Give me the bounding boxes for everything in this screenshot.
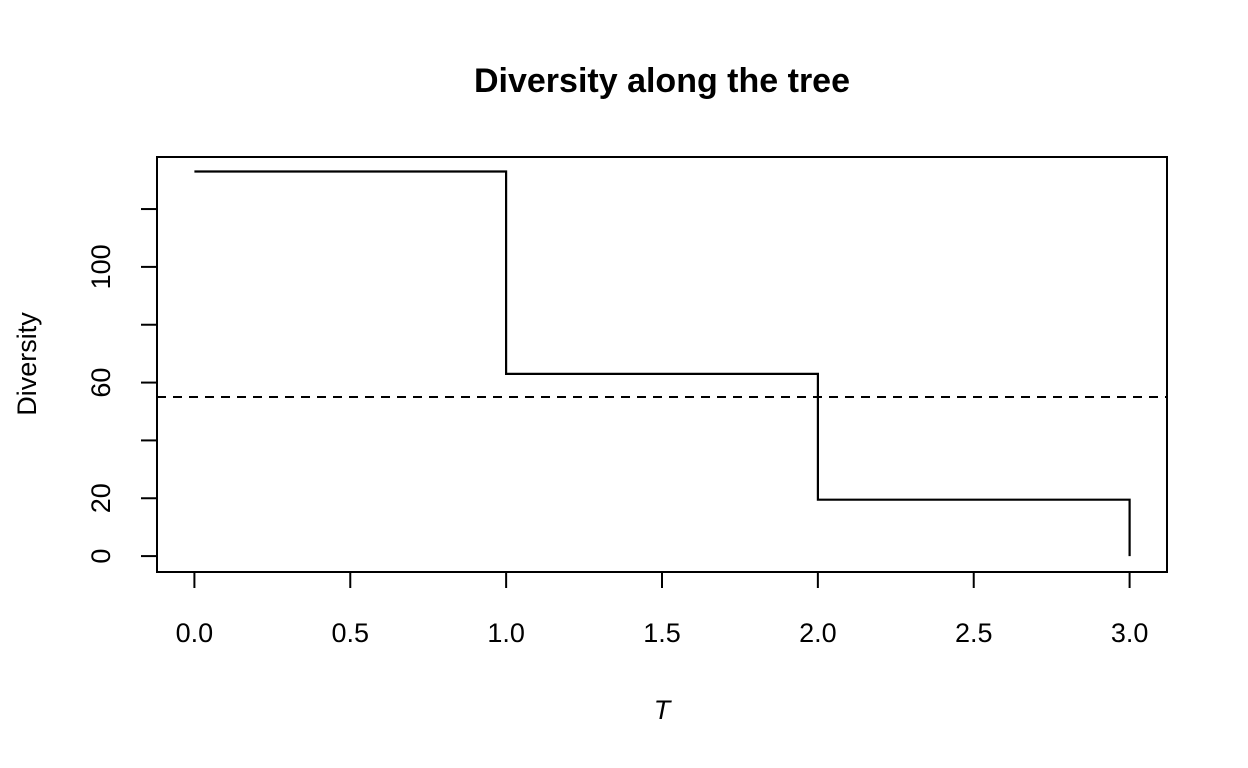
y-tick-label: 20	[86, 483, 116, 513]
y-tick-label: 0	[86, 549, 116, 564]
plot-area-frame	[156, 156, 1168, 573]
chart-title: Diversity along the tree	[474, 62, 850, 100]
series-layer	[194, 170, 1131, 557]
y-axis: 0 20 60 100	[86, 208, 157, 564]
x-tick-label: 0.0	[176, 618, 214, 648]
y-tick-label: 60	[86, 368, 116, 398]
x-tick-label: 0.5	[331, 618, 369, 648]
diversity-step-line	[194, 170, 1131, 557]
x-tick-label: 2.5	[955, 618, 993, 648]
x-axis-label: T	[654, 695, 673, 725]
y-tick-label: 100	[86, 244, 116, 289]
x-tick-label: 1.0	[487, 618, 525, 648]
x-tick-label: 1.5	[643, 618, 681, 648]
y-axis-label: Diversity	[12, 312, 42, 416]
x-tick-label: 3.0	[1111, 618, 1149, 648]
x-axis: 0.0 0.5 1.0 1.5 2.0 2.5 3.0	[176, 572, 1149, 648]
x-tick-label: 2.0	[799, 618, 837, 648]
